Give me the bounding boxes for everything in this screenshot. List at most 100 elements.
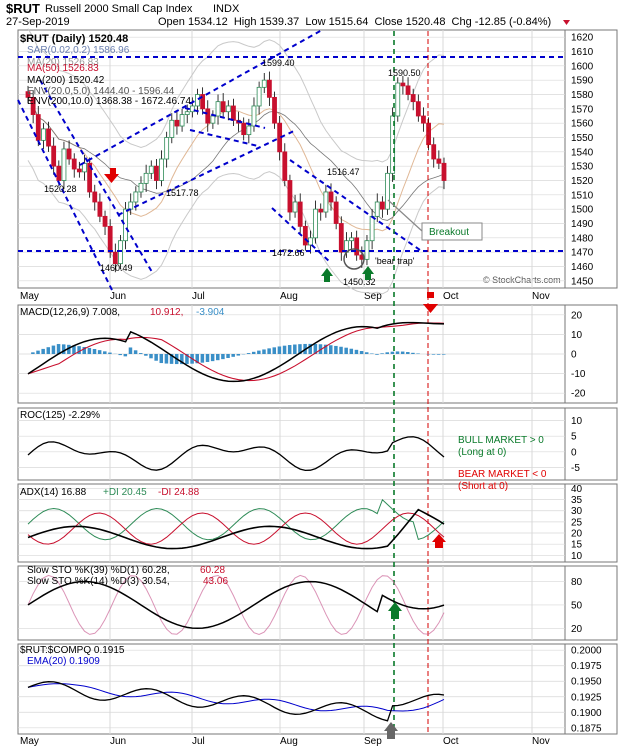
month-label: Oct xyxy=(443,736,459,747)
roc-legend: ROC(125) -2.29% xyxy=(20,410,100,421)
ma50-line xyxy=(27,97,445,221)
sto-tick-label: 80 xyxy=(571,577,583,588)
month-label: Jul xyxy=(192,736,205,747)
price-candle xyxy=(102,215,108,227)
macd-histogram-bar xyxy=(334,345,338,354)
price-candle xyxy=(379,201,385,210)
adx-tick-label: 35 xyxy=(571,495,583,506)
green-up-arrow-icon xyxy=(388,602,402,619)
y-axis-labels: 1620161016001590158015701560155015401530… xyxy=(571,33,602,735)
roc-notes: BULL MARKET > 0 (Long at 0) BEAR MARKET … xyxy=(458,435,547,492)
roc-tick-label: 0 xyxy=(571,447,577,458)
macd-histogram-bar xyxy=(436,354,441,355)
macd-histogram-bar xyxy=(221,354,225,360)
macd-legend-hist: -3.904 xyxy=(196,307,225,318)
adx-tick-label: 15 xyxy=(571,540,583,551)
adx-tick-label: 20 xyxy=(571,529,583,540)
macd-histogram-bar xyxy=(308,343,312,354)
envelope-upper-line xyxy=(27,28,445,163)
macd-tick-label: 0 xyxy=(571,350,577,361)
gray-up-arrow-icon xyxy=(384,722,398,739)
peak-label: 1590.50 xyxy=(388,68,421,78)
price-tick-label: 1610 xyxy=(571,47,594,58)
price-tick-label: 1460 xyxy=(571,262,594,273)
chart-symbol: $RUT xyxy=(6,1,40,16)
macd-histogram-bar xyxy=(77,346,81,354)
macd-panel xyxy=(27,321,446,383)
bear-trap-label: 'bear trap' xyxy=(375,256,415,266)
macd-histogram-bar xyxy=(97,350,102,354)
adx-legend: ADX(14) 16.88 +DI 20.45 -DI 24.88 xyxy=(20,487,200,498)
macd-histogram-bar xyxy=(123,354,128,357)
price-candle xyxy=(282,151,288,181)
price-candle xyxy=(385,172,390,210)
price-tick-label: 1550 xyxy=(571,133,594,144)
month-label: Oct xyxy=(443,291,459,302)
low-label: 1460.49 xyxy=(100,263,133,273)
macd-tick-label: -20 xyxy=(571,389,586,400)
breakout-callout-pointer xyxy=(387,199,423,232)
roc-panel xyxy=(27,436,445,472)
envelope-lower-line xyxy=(27,160,445,295)
price-tick-label: 1480 xyxy=(571,233,594,244)
month-label: Jun xyxy=(110,291,126,302)
month-label: Aug xyxy=(280,736,298,747)
price-annotations: 1599.40 1590.50 1520.28 1517.78 1516.47 … xyxy=(44,58,421,287)
low-label: 1520.28 xyxy=(44,184,77,194)
price-candle xyxy=(231,105,236,121)
price-candle xyxy=(164,137,170,160)
month-label: Nov xyxy=(532,291,550,302)
macd-histogram-bar xyxy=(159,354,164,364)
price-candle xyxy=(261,79,267,88)
sto-tick-label: 50 xyxy=(571,600,583,611)
macd-histogram-bar xyxy=(277,346,282,354)
price-candle xyxy=(241,122,247,136)
price-candle xyxy=(123,208,128,242)
price-candle xyxy=(251,105,257,127)
price-candle xyxy=(205,108,211,124)
price-candle xyxy=(395,82,401,117)
macd-histogram-bar xyxy=(56,344,61,354)
macd-histogram-bar xyxy=(406,352,410,354)
macd-histogram-bar xyxy=(293,344,297,354)
macd-histogram-bar xyxy=(411,352,415,354)
sto-legend-14-d: 43.06 xyxy=(203,576,228,587)
macd-histogram-bar xyxy=(87,347,92,354)
ratio-ema-line xyxy=(27,683,445,712)
panel-frame xyxy=(17,643,618,735)
price-candle xyxy=(200,94,206,110)
macd-histogram-bar xyxy=(380,353,384,354)
price-candle xyxy=(112,251,118,265)
macd-histogram-bar xyxy=(216,354,220,361)
ratio-tick-label: 0.1950 xyxy=(571,677,602,688)
macd-histogram-bar xyxy=(169,354,174,364)
macd-line xyxy=(27,321,445,383)
low-label: 1472.66 xyxy=(272,248,305,258)
macd-histogram-bar xyxy=(149,354,153,359)
macd-histogram-bar xyxy=(267,348,271,354)
macd-histogram-bar xyxy=(51,345,56,354)
price-tick-label: 1500 xyxy=(571,205,594,216)
price-candle xyxy=(210,115,216,124)
macd-histogram-bar xyxy=(67,344,71,354)
macd-histogram-bar xyxy=(442,354,446,355)
price-candle xyxy=(266,79,272,98)
price-tick-label: 1470 xyxy=(571,248,594,259)
macd-histogram-bar xyxy=(400,351,405,354)
macd-histogram-bar xyxy=(344,347,348,354)
price-candle xyxy=(220,101,226,113)
bear-market-note: BEAR MARKET < 0 xyxy=(458,469,547,480)
macd-histogram-bar xyxy=(251,351,256,354)
macd-histogram-bar xyxy=(246,353,251,354)
price-candle xyxy=(195,94,200,107)
macd-histogram-bar xyxy=(133,350,138,354)
price-candle xyxy=(328,191,334,203)
macd-tick-label: -10 xyxy=(571,369,586,380)
price-candle xyxy=(318,208,324,213)
price-candle xyxy=(441,162,447,181)
macd-legend-signal: 10.912, xyxy=(150,307,183,318)
macd-histogram-bar xyxy=(287,345,292,354)
price-candle xyxy=(159,158,164,181)
adx-plus-di-line xyxy=(27,498,445,541)
